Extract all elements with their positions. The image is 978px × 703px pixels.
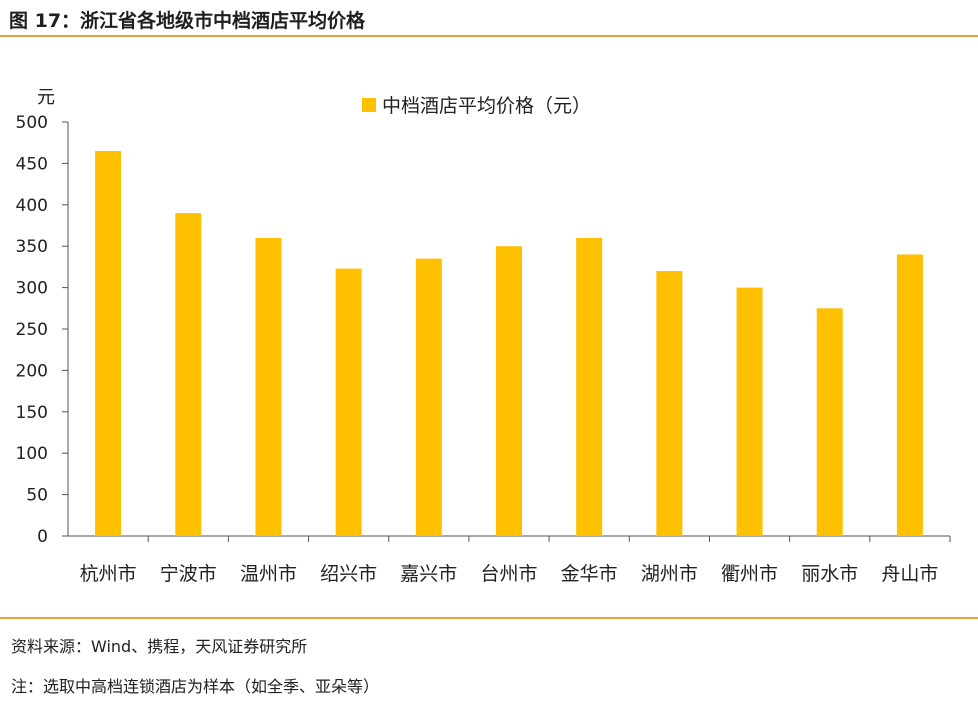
bar bbox=[816, 308, 843, 536]
figure-title: 图 17：浙江省各地级市中档酒店平均价格 bbox=[9, 10, 366, 32]
y-tick-label: 400 bbox=[16, 196, 48, 216]
bar bbox=[335, 268, 362, 536]
x-tick-label: 湖州市 bbox=[641, 563, 698, 585]
y-tick-label: 250 bbox=[16, 320, 48, 340]
x-tick-label: 衢州市 bbox=[721, 563, 778, 585]
x-tick-label: 杭州市 bbox=[80, 563, 137, 585]
legend: 中档酒店平均价格（元） bbox=[362, 95, 591, 117]
bottom-rule bbox=[0, 617, 978, 619]
bar-chart: 0 50 100 150 200 250 300 350 400 450 500 杭州市 宁波市 温州市… bbox=[16, 87, 951, 585]
bar bbox=[656, 271, 683, 536]
y-tick-label: 50 bbox=[26, 486, 48, 506]
bar bbox=[255, 237, 282, 537]
y-tick-label: 450 bbox=[16, 154, 48, 174]
y-axis: 0 50 100 150 200 250 300 350 400 450 500 bbox=[16, 113, 69, 547]
y-tick-label: 500 bbox=[16, 113, 48, 133]
x-axis: 杭州市 宁波市 温州市 绍兴市 嘉兴市 台州市 金华市 湖州市 衢州市 丽水市 舟山市 bbox=[68, 535, 951, 585]
y-tick-label: 0 bbox=[37, 527, 48, 547]
y-tick-label: 200 bbox=[16, 361, 48, 381]
bar bbox=[415, 258, 442, 536]
legend-swatch bbox=[362, 98, 376, 112]
y-tick-label: 100 bbox=[16, 444, 48, 464]
source-note: 资料来源：Wind、携程，天风证券研究所 bbox=[11, 637, 308, 656]
y-axis-label: 元 bbox=[37, 87, 55, 108]
sample-note: 注：选取中高档连锁酒店为样本（如全季、亚朵等） bbox=[11, 677, 380, 696]
y-tick-label: 300 bbox=[16, 279, 48, 299]
bar bbox=[496, 246, 522, 536]
x-tick-label: 舟山市 bbox=[881, 563, 938, 585]
x-tick-label: 嘉兴市 bbox=[400, 563, 457, 585]
top-rule bbox=[0, 35, 978, 37]
bar bbox=[576, 237, 603, 537]
y-tick-label: 150 bbox=[16, 403, 48, 423]
bars bbox=[95, 150, 923, 537]
x-tick-label: 温州市 bbox=[240, 563, 297, 585]
y-tick-label: 350 bbox=[16, 237, 48, 257]
x-tick-label: 台州市 bbox=[480, 563, 537, 585]
x-tick-label: 宁波市 bbox=[160, 563, 217, 585]
bar bbox=[95, 150, 122, 536]
x-tick-label: 绍兴市 bbox=[320, 563, 377, 585]
x-tick-label: 丽水市 bbox=[801, 563, 858, 585]
bar bbox=[736, 287, 763, 536]
legend-label: 中档酒店平均价格（元） bbox=[382, 95, 591, 117]
bar bbox=[896, 254, 923, 537]
bar bbox=[175, 213, 202, 536]
x-tick-label: 金华市 bbox=[561, 563, 618, 585]
